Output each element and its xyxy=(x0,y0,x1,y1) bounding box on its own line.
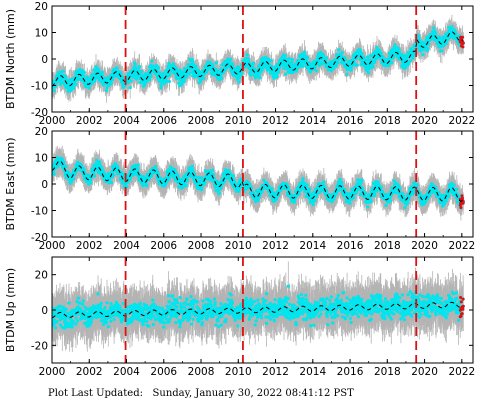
x-tick-label: 2016 xyxy=(337,240,364,252)
x-tick-label: 2010 xyxy=(225,240,252,252)
x-tick-label: 2008 xyxy=(188,115,215,127)
x-tick-label: 2006 xyxy=(150,115,177,127)
x-tick-label: 2010 xyxy=(225,115,252,127)
y-tick-label: -20 xyxy=(31,232,48,244)
panel-3-plot-area xyxy=(52,261,465,353)
x-tick-label: 2018 xyxy=(374,115,401,127)
model-fit-line xyxy=(52,301,463,319)
y-tick-label: -20 xyxy=(31,107,48,119)
panel-3: 2000 2002 2004 2006 2008 2010 2012 2014 2016 2018… xyxy=(4,256,475,378)
x-tick-label: 2002 xyxy=(76,366,103,378)
recent-points xyxy=(458,194,465,210)
x-tick-label: 2020 xyxy=(411,115,438,127)
plot-updated-footer: Plot Last Updated: Sunday, January 30, 2… xyxy=(48,388,354,399)
y-tick-label: 10 xyxy=(35,153,48,165)
model-fit-line xyxy=(52,160,464,202)
panel-1: 2000 2002 2004 2006 2008 2010 2012 2014 2016 2018… xyxy=(4,1,475,127)
y-tick-label: 0 xyxy=(41,179,48,191)
x-tick-label: 2014 xyxy=(299,115,326,127)
x-tick-label: 2008 xyxy=(188,366,215,378)
y-axis-title: BTDM East (mm) xyxy=(4,138,17,231)
x-tick-label: 2020 xyxy=(411,366,438,378)
y-tick-label: 0 xyxy=(41,54,48,66)
x-tick-label: 2006 xyxy=(150,240,177,252)
x-tick-label: 2002 xyxy=(76,240,103,252)
x-tick-label: 2012 xyxy=(262,240,289,252)
x-tick-label: 2022 xyxy=(448,240,475,252)
y-tick-label: 20 xyxy=(35,1,48,13)
x-tick-label: 2012 xyxy=(262,366,289,378)
x-tick-label: 2018 xyxy=(374,366,401,378)
x-tick-label: 2018 xyxy=(374,240,401,252)
panel-2-plot-area xyxy=(52,145,465,221)
footer-value: Sunday, January 30, 2022 08:41:12 PST xyxy=(152,388,354,399)
x-tick-label: 2004 xyxy=(113,115,140,127)
model-fit-line xyxy=(52,31,464,87)
x-tick-label: 2004 xyxy=(113,240,140,252)
y-tick-label: 0 xyxy=(41,305,48,317)
y-tick-label: 10 xyxy=(35,28,48,40)
x-tick-label: 2016 xyxy=(337,366,364,378)
x-tick-label: 2022 xyxy=(448,115,475,127)
x-tick-label: 2014 xyxy=(299,366,326,378)
x-tick-label: 2002 xyxy=(76,115,103,127)
x-tick-label: 2004 xyxy=(113,366,140,378)
x-tick-label: 2022 xyxy=(448,366,475,378)
x-tick-label: 2000 xyxy=(39,240,66,252)
y-tick-label: -10 xyxy=(31,81,48,93)
y-tick-label: -20 xyxy=(31,340,48,352)
x-tick-label: 2008 xyxy=(188,240,215,252)
panel-1-plot-area xyxy=(52,14,465,103)
x-tick-label: 2014 xyxy=(299,240,326,252)
x-tick-label: 2010 xyxy=(225,366,252,378)
y-axis-title: BTDM Up (mm) xyxy=(4,268,17,352)
x-tick-label: 2012 xyxy=(262,115,289,127)
y-tick-label: 20 xyxy=(35,270,48,282)
recent-points xyxy=(458,296,465,319)
x-tick-label: 2020 xyxy=(411,240,438,252)
y-axis-title: BTDM North (mm) xyxy=(4,9,17,109)
y-tick-label: 20 xyxy=(35,126,48,138)
footer-label: Plot Last Updated: xyxy=(48,388,143,399)
x-tick-label: 2000 xyxy=(39,366,66,378)
y-tick-label: -10 xyxy=(31,206,48,218)
x-tick-label: 2000 xyxy=(39,115,66,127)
x-tick-label: 2016 xyxy=(337,115,364,127)
error-bars xyxy=(52,145,464,221)
panel-2: 2000 2002 2004 2006 2008 2010 2012 2014 2016 2018… xyxy=(4,126,475,252)
x-tick-label: 2006 xyxy=(150,366,177,378)
